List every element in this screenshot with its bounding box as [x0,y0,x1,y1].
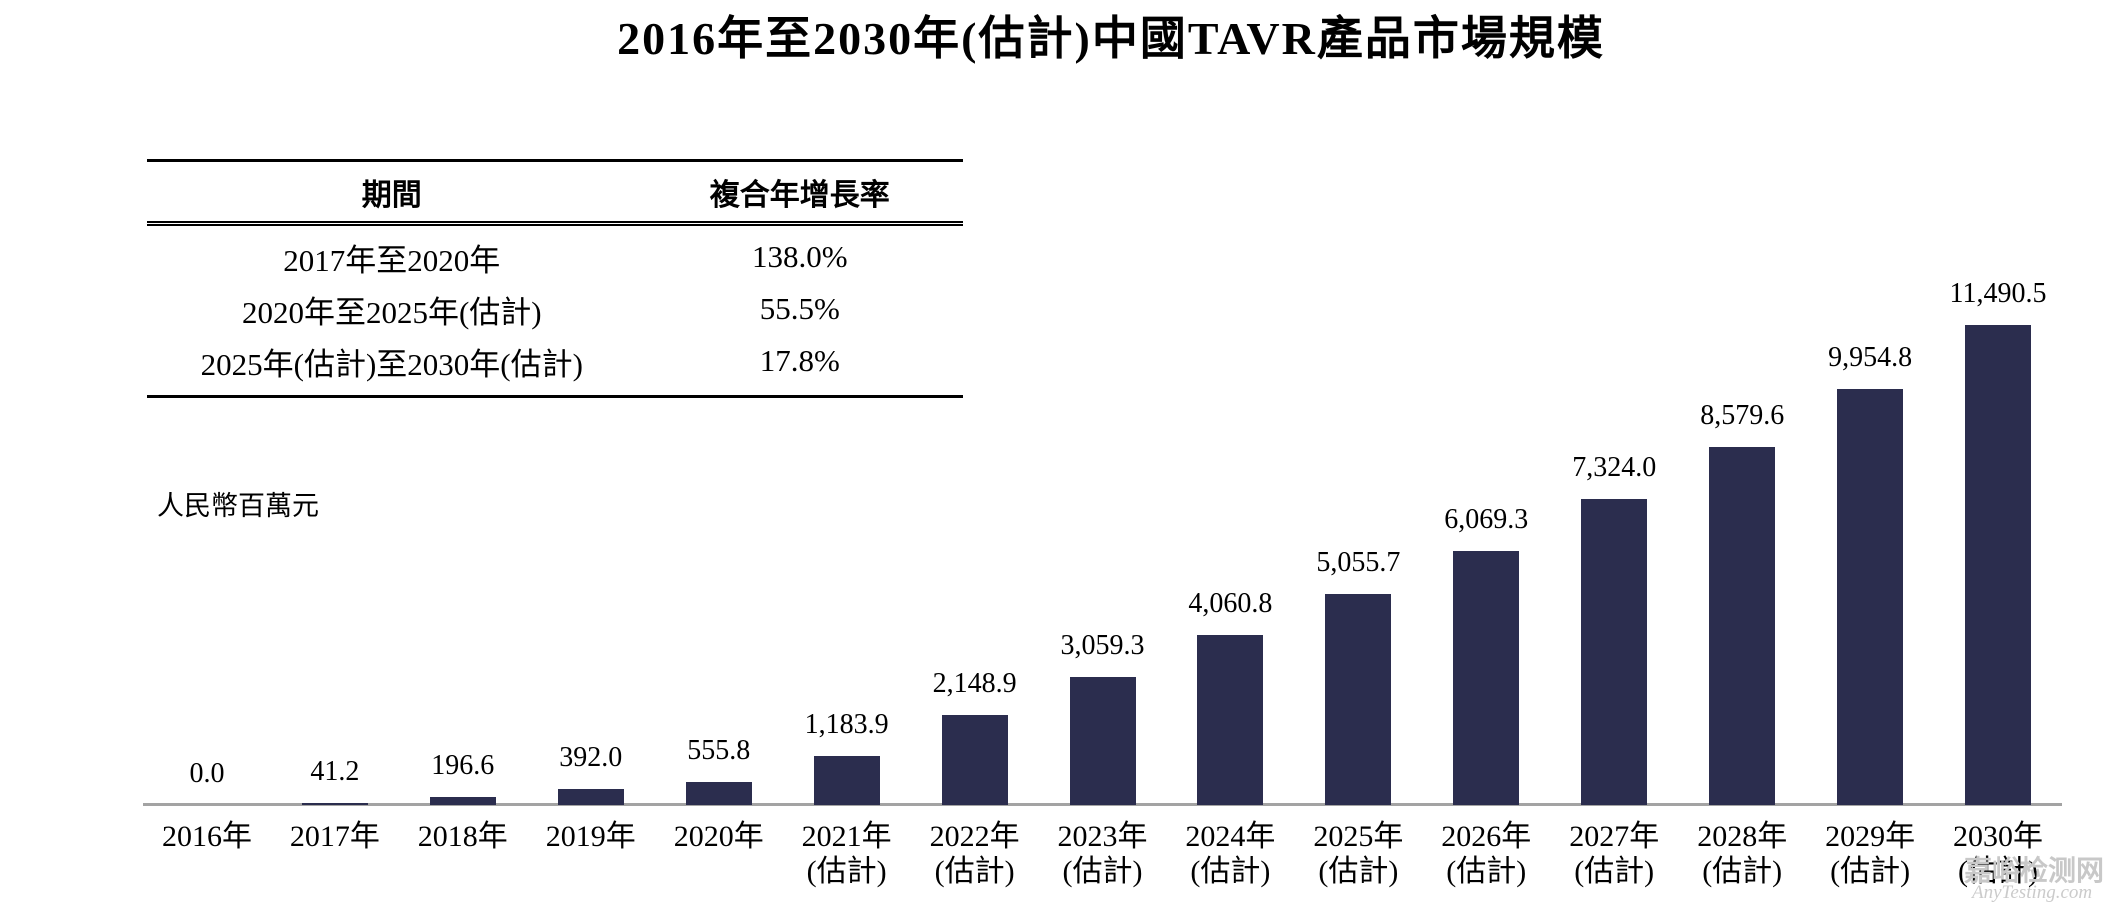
x-axis-label-2018: 2018年 [417,820,508,853]
value-label-2028: 8,579.6 [1700,400,1785,431]
x-axis-label-2021: 2021年 (估計) [757,819,937,889]
bar-2018 [429,797,496,805]
y-axis-unit-label: 人民幣百萬元 [157,491,319,521]
x-axis-sublabel-2029: (估計) [1830,855,1911,888]
cagr-table-header-row: 期間 複合年增長率 [147,159,963,226]
x-axis-sublabel-2028: (估計) [1702,855,1783,888]
x-axis-sublabel-2026: (估計) [1446,855,1527,888]
cagr-row-rate: 17.8% [759,343,840,378]
bar-2025 [1325,594,1392,805]
x-axis-label-2029: 2029年 (估計) [1780,819,1960,889]
x-axis-label-2019: 2019年 [545,820,636,853]
value-label-2024: 4,060.8 [1188,588,1273,619]
bar-2027 [1581,499,1648,805]
cagr-header-rate: 複合年增長率 [709,178,890,212]
table-row: 2025年(估計)至2030年(估計) 17.8% [147,335,963,387]
value-label-2029: 9,954.8 [1828,342,1913,373]
value-label-2017: 41.2 [310,756,360,787]
value-label-2023: 3,059.3 [1060,630,1145,661]
x-axis-label-2016: 2016年 [162,820,252,853]
watermark-site-name: 嘉峪检测网 [1964,855,2105,886]
watermark-url: AnyTesting.com [1972,882,2093,903]
x-axis-label-2028: 2028年 (估計) [1652,819,1832,889]
cagr-row-rate: 55.5% [759,291,840,326]
cagr-row-period: 2017年至2020年 [283,242,501,278]
x-axis-label-2027: 2027年 (估計) [1524,819,1704,889]
x-axis-sublabel-2025: (估計) [1318,855,1399,888]
value-label-2027: 7,324.0 [1572,452,1657,483]
x-axis-sublabel-2021: (估計) [806,855,887,888]
x-axis-sublabel-2024: (估計) [1190,855,1271,888]
bar-2020 [685,782,752,805]
value-label-2018: 196.6 [431,750,495,781]
bar-2023 [1069,677,1136,805]
value-label-2021: 1,183.9 [804,709,889,740]
value-label-2025: 5,055.7 [1316,547,1401,578]
value-label-2026: 6,069.3 [1444,504,1529,535]
cagr-header-period: 期間 [361,178,422,212]
bar-2030 [1965,325,2031,805]
x-axis-label-2026: 2026年 (估計) [1396,819,1576,889]
x-axis-sublabel-2027: (估計) [1574,855,1655,888]
x-axis-sublabel-2023: (估計) [1062,855,1143,888]
cagr-row-period: 2020年至2025年(估計) [241,294,542,330]
cagr-table: 期間 複合年增長率 2017年至2020年 138.0% 2020年至2025年… [147,159,963,398]
value-label-2022: 2,148.9 [932,668,1017,699]
x-axis-sublabel-2030: (估計) [1958,855,2038,888]
x-axis-label-2024: 2024年 (估計) [1140,819,1320,889]
bar-2024 [1197,635,1264,805]
value-label-2030: 11,490.5 [1949,278,2047,309]
bar-2021 [813,756,880,805]
chart-title: 2016年至2030年(估計)中國TAVR產品市場規模 [617,13,1605,64]
bar-2022 [941,715,1008,805]
x-axis-label-2022: 2022年 (估計) [885,819,1065,889]
x-axis-label-2020: 2020年 [673,820,764,853]
bar-2028 [1709,447,1776,805]
x-axis-sublabel-2022: (估計) [934,855,1015,888]
cagr-row-period: 2025年(估計)至2030年(估計) [200,346,583,382]
value-label-2019: 392.0 [559,742,623,773]
bar-2017 [301,803,368,805]
x-axis-label-2017: 2017年 [289,820,380,853]
x-axis-label-2023: 2023年 (估計) [1013,819,1193,889]
bar-2026 [1453,551,1520,805]
bar-2019 [557,789,624,805]
x-axis-label-2025: 2025年 (估計) [1268,819,1448,889]
cagr-row-rate: 138.0% [752,239,848,274]
value-label-2016: 0.0 [189,758,225,789]
value-label-2020: 555.8 [687,735,751,766]
x-axis-label-2030: 2030年 (估計) [1908,819,2088,889]
bar-2029 [1837,389,1904,805]
cagr-table-body: 2017年至2020年 138.0% 2020年至2025年(估計) 55.5%… [147,226,963,398]
table-row: 2017年至2020年 138.0% [147,231,963,283]
table-row: 2020年至2025年(估計) 55.5% [147,283,963,335]
